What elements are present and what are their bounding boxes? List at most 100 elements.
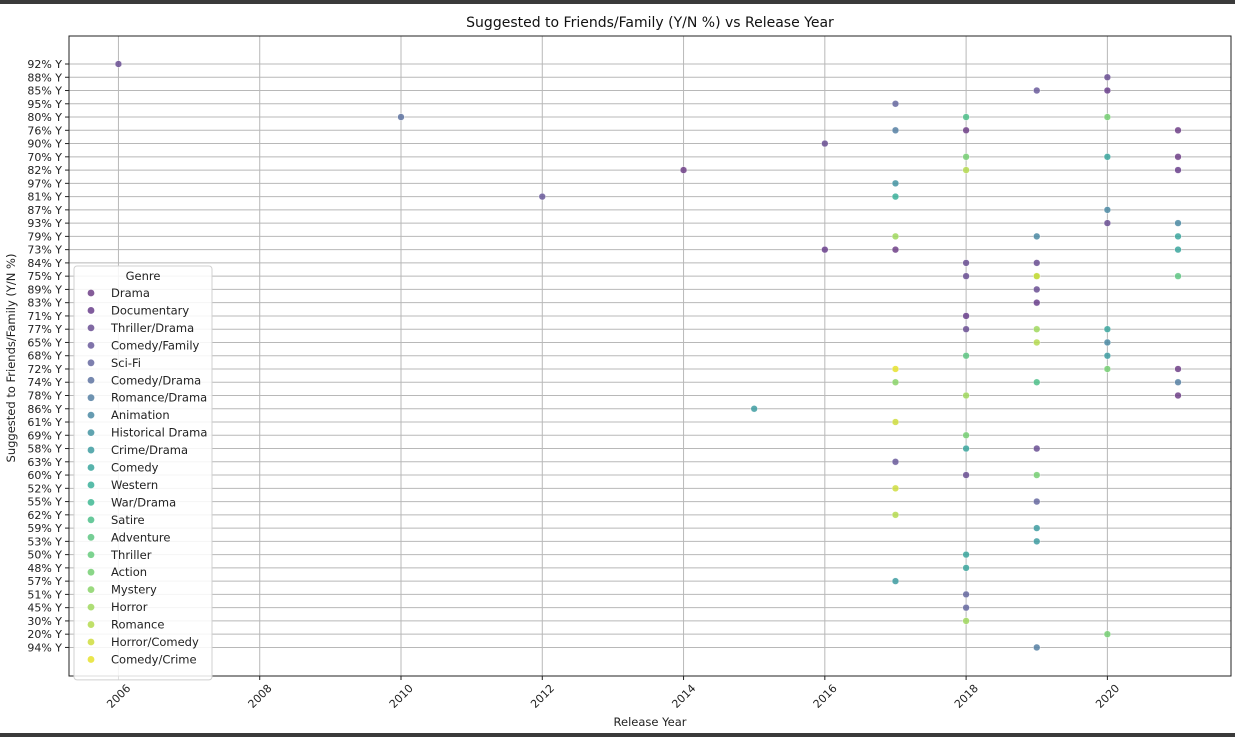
- data-point: [538, 193, 546, 201]
- data-point: [1033, 299, 1041, 307]
- legend-entry: Comedy/Crime: [87, 652, 197, 666]
- data-point: [1103, 206, 1111, 214]
- y-tick-label: 20% Y: [27, 628, 62, 641]
- legend-marker: [87, 429, 95, 436]
- y-tick-label: 68% Y: [27, 350, 62, 363]
- y-tick-label: 60% Y: [27, 469, 62, 482]
- legend-label: Action: [111, 565, 147, 579]
- data-point: [1033, 378, 1041, 386]
- x-tick-label: 2018: [952, 682, 981, 711]
- data-point: [1174, 246, 1182, 254]
- data-point: [891, 418, 900, 426]
- y-tick-label: 84% Y: [27, 257, 62, 270]
- legend-marker: [87, 446, 95, 454]
- legend-label: Crime/Drama: [111, 443, 188, 457]
- data-point: [1174, 219, 1182, 227]
- legend-marker: [87, 551, 95, 559]
- legend-label: Historical Drama: [111, 426, 207, 440]
- data-point: [962, 391, 970, 400]
- legend-entry: Historical Drama: [87, 426, 207, 440]
- y-tick-label: 52% Y: [27, 482, 62, 495]
- legend-label: Western: [111, 478, 158, 492]
- data-point: [962, 113, 970, 121]
- data-point: [821, 139, 829, 148]
- data-point: [962, 444, 970, 453]
- data-point: [962, 272, 970, 280]
- y-tick-label: 92% Y: [27, 58, 62, 71]
- legend-box: [73, 265, 213, 681]
- y-tick-label: 77% Y: [27, 323, 62, 336]
- data-point: [1033, 259, 1041, 267]
- data-point: [1033, 285, 1041, 294]
- data-point: [1103, 73, 1111, 81]
- y-tick-label: 86% Y: [27, 403, 62, 416]
- y-tick-label: 48% Y: [27, 562, 62, 575]
- data-point: [962, 153, 970, 161]
- legend-entry: War/Drama: [87, 495, 176, 509]
- x-tick-label: 2012: [528, 682, 557, 711]
- legend-entry: Horror/Comedy: [87, 635, 199, 649]
- legend-marker: [87, 324, 95, 332]
- legend-label: Comedy/Crime: [111, 652, 197, 666]
- y-tick-label: 59% Y: [27, 522, 62, 535]
- data-point: [1033, 232, 1041, 240]
- y-tick-label: 75% Y: [27, 270, 62, 283]
- data-point: [1174, 153, 1182, 161]
- legend-entry: Comedy/Drama: [87, 373, 201, 387]
- y-tick-label: 50% Y: [27, 549, 62, 562]
- legend-entry: Animation: [87, 408, 170, 422]
- data-point: [891, 577, 900, 585]
- data-point: [962, 126, 970, 134]
- data-point: [1174, 126, 1182, 134]
- legend-entry: Romance: [87, 618, 164, 632]
- data-point: [1033, 471, 1041, 479]
- x-tick-label: 2020: [1093, 682, 1122, 711]
- data-point: [1103, 86, 1111, 95]
- data-point: [1103, 325, 1111, 333]
- y-tick-label: 71% Y: [27, 310, 62, 323]
- data-point: [1174, 378, 1182, 386]
- data-point: [962, 604, 970, 612]
- data-point: [1174, 391, 1182, 400]
- legend-entry: Thriller/Drama: [87, 321, 194, 335]
- legend-label: Satire: [111, 513, 145, 527]
- data-point: [1033, 444, 1041, 453]
- y-tick-label: 74% Y: [27, 376, 62, 389]
- x-tick-label: 2016: [811, 682, 840, 711]
- data-point: [1174, 272, 1182, 280]
- legend-entry: Mystery: [87, 583, 157, 597]
- data-point: [1103, 153, 1111, 161]
- y-tick-label: 87% Y: [27, 204, 62, 217]
- data-point: [1033, 272, 1041, 280]
- legend-label: Adventure: [111, 530, 170, 544]
- data-point: [891, 458, 900, 466]
- legend-marker: [87, 621, 95, 628]
- data-point: [679, 166, 688, 174]
- legend-marker: [87, 516, 95, 524]
- data-point: [1174, 166, 1182, 174]
- data-point: [962, 259, 970, 267]
- data-point: [114, 60, 123, 68]
- legend-marker: [87, 307, 95, 314]
- x-tick-label: 2010: [387, 682, 416, 711]
- legend-label: Comedy/Family: [111, 338, 200, 352]
- y-tick-label: 94% Y: [27, 641, 62, 654]
- y-tick-label: 78% Y: [27, 390, 62, 403]
- y-tick-label: 69% Y: [27, 429, 62, 442]
- legend-marker: [87, 289, 95, 297]
- legend-label: Horror: [111, 600, 148, 614]
- y-axis-label: Suggested to Friends/Family (Y/N %): [4, 254, 18, 463]
- y-tick-label: 61% Y: [27, 416, 62, 429]
- y-tick-label: 97% Y: [27, 177, 62, 190]
- data-point: [1174, 365, 1182, 373]
- y-tick-label: 72% Y: [27, 363, 62, 376]
- legend-entry: Action: [87, 565, 147, 579]
- legend-entry: Documentary: [87, 303, 189, 317]
- data-point: [962, 166, 970, 174]
- data-point: [891, 232, 900, 240]
- legend-label: Thriller/Drama: [110, 321, 194, 335]
- legend-entry: Horror: [87, 600, 148, 614]
- data-point: [891, 179, 900, 187]
- legend-label: Animation: [111, 408, 170, 422]
